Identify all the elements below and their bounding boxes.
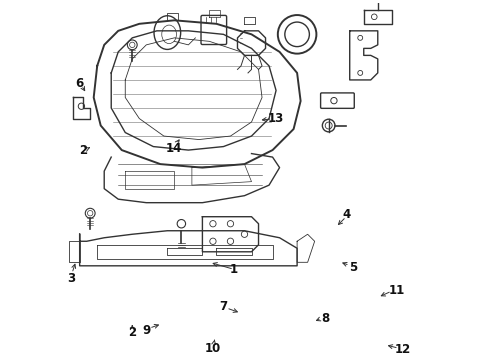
Text: 3: 3 [67,271,75,285]
Text: 9: 9 [142,324,150,337]
Text: 2: 2 [79,144,87,157]
Text: 6: 6 [75,77,83,90]
Text: 1: 1 [229,263,238,276]
Text: 13: 13 [267,112,284,125]
Text: 8: 8 [321,312,328,325]
Text: 14: 14 [166,142,182,155]
Text: 10: 10 [204,342,221,355]
Text: 7: 7 [219,300,227,312]
Text: 12: 12 [393,343,409,356]
Text: 4: 4 [342,208,349,221]
Text: 5: 5 [348,261,357,274]
Text: 11: 11 [388,284,405,297]
Text: 2: 2 [128,326,136,339]
